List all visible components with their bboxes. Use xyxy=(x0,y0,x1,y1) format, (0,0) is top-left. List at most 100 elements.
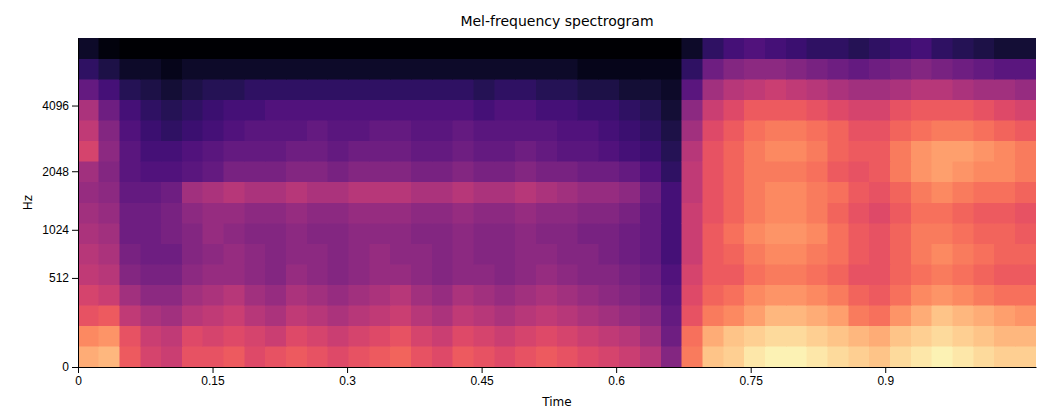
cell xyxy=(474,161,495,182)
cell xyxy=(703,120,724,141)
cell xyxy=(474,203,495,224)
cell xyxy=(224,38,245,59)
y-tick-label: 512 xyxy=(49,271,69,285)
cell xyxy=(953,326,974,346)
cell xyxy=(765,182,786,203)
cell xyxy=(953,59,974,80)
cell xyxy=(390,244,411,265)
cell xyxy=(265,100,286,121)
cell xyxy=(807,346,828,367)
cell xyxy=(245,203,266,224)
cell xyxy=(994,264,1015,285)
cell xyxy=(890,203,911,224)
cell xyxy=(286,59,307,80)
cell xyxy=(141,223,162,244)
cell xyxy=(640,79,661,100)
cell xyxy=(974,182,995,203)
cell xyxy=(974,326,995,346)
cell xyxy=(245,38,266,59)
y-axis-title: Hz xyxy=(21,195,35,210)
cell xyxy=(78,305,99,326)
cell xyxy=(474,38,495,59)
cell xyxy=(411,244,432,265)
cell xyxy=(370,182,391,203)
cell xyxy=(744,161,765,182)
cell xyxy=(807,79,828,100)
x-tick: 0.9 xyxy=(877,367,894,388)
cell xyxy=(932,141,953,162)
cell xyxy=(411,326,432,346)
cell xyxy=(328,100,349,121)
cell xyxy=(349,141,370,162)
cell xyxy=(432,100,453,121)
cell xyxy=(557,120,578,141)
cell xyxy=(307,244,328,265)
cell xyxy=(182,223,203,244)
cell xyxy=(453,38,474,59)
cell xyxy=(474,141,495,162)
cell xyxy=(370,305,391,326)
cell xyxy=(619,346,640,367)
cell xyxy=(411,59,432,80)
cell xyxy=(828,244,849,265)
cell xyxy=(78,244,99,265)
cell xyxy=(141,203,162,224)
cell xyxy=(557,100,578,121)
cell xyxy=(744,79,765,100)
cell xyxy=(120,38,141,59)
cell xyxy=(661,326,682,346)
cell xyxy=(286,326,307,346)
cell xyxy=(495,100,516,121)
cell xyxy=(765,141,786,162)
cell xyxy=(349,346,370,367)
cell xyxy=(474,326,495,346)
cell xyxy=(828,120,849,141)
cell xyxy=(390,326,411,346)
cell xyxy=(1015,326,1036,346)
cell xyxy=(265,326,286,346)
cell xyxy=(807,100,828,121)
y-tick-mark xyxy=(72,106,78,107)
cell xyxy=(911,38,932,59)
y-axis: 0512102420484096 xyxy=(42,39,78,375)
cell xyxy=(974,38,995,59)
cell xyxy=(370,264,391,285)
cell xyxy=(411,141,432,162)
cell xyxy=(328,59,349,80)
cell xyxy=(182,120,203,141)
cell xyxy=(203,285,224,306)
cell xyxy=(807,120,828,141)
cell xyxy=(786,59,807,80)
cell xyxy=(744,305,765,326)
cell xyxy=(724,223,745,244)
cell xyxy=(744,285,765,306)
cell xyxy=(245,223,266,244)
cell xyxy=(141,182,162,203)
cell xyxy=(807,305,828,326)
cell xyxy=(203,326,224,346)
cell xyxy=(932,161,953,182)
cell xyxy=(1015,223,1036,244)
cell xyxy=(432,161,453,182)
cell xyxy=(161,38,182,59)
cell xyxy=(849,244,870,265)
cell xyxy=(370,120,391,141)
cell xyxy=(849,161,870,182)
cell xyxy=(869,285,890,306)
cell xyxy=(974,223,995,244)
cell xyxy=(599,79,620,100)
cell xyxy=(640,346,661,367)
cell xyxy=(432,305,453,326)
cell xyxy=(578,346,599,367)
cell xyxy=(224,182,245,203)
cell xyxy=(307,100,328,121)
cell xyxy=(994,79,1015,100)
cell xyxy=(953,264,974,285)
cell xyxy=(328,285,349,306)
cell xyxy=(120,223,141,244)
cell xyxy=(224,244,245,265)
cell xyxy=(994,161,1015,182)
x-tick-mark xyxy=(347,367,348,373)
cell xyxy=(474,305,495,326)
cell xyxy=(141,346,162,367)
